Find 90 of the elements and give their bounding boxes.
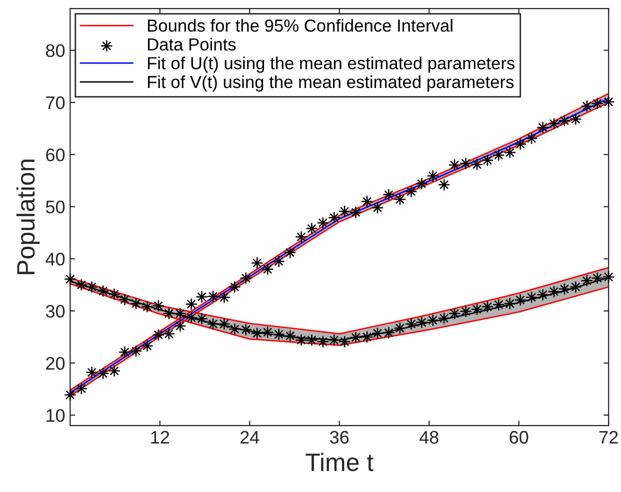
- point: [350, 206, 362, 219]
- y-axis-title: Population: [16, 160, 40, 274]
- point: [492, 298, 505, 311]
- point: [460, 305, 472, 318]
- point: [580, 100, 594, 112]
- point: [96, 367, 110, 380]
- point: [152, 300, 165, 312]
- point: [295, 230, 308, 244]
- point: [580, 274, 594, 287]
- legend-label: Fit of V(t) using the mean estimated parameters: [148, 75, 514, 92]
- point: [328, 211, 340, 224]
- legend-label: Data Points: [148, 38, 236, 51]
- point: [360, 330, 374, 344]
- x-tick-label: 12: [151, 430, 170, 444]
- point: [514, 138, 527, 150]
- point: [130, 344, 142, 358]
- point: [371, 327, 384, 340]
- point: [394, 322, 406, 334]
- point: [350, 331, 362, 344]
- y-tick-label: 70: [46, 96, 65, 110]
- point: [569, 112, 582, 126]
- legend-label: Bounds for the 95% Confidence Interval: [148, 19, 452, 32]
- point: [548, 285, 560, 298]
- point: [602, 270, 615, 284]
- point: [141, 340, 154, 352]
- point: [185, 298, 198, 310]
- point: [460, 157, 472, 170]
- point: [152, 328, 165, 342]
- point: [162, 307, 176, 320]
- point: [272, 255, 285, 268]
- point: [525, 132, 538, 145]
- point: [514, 294, 527, 306]
- point: [338, 205, 351, 218]
- point: [218, 291, 230, 304]
- point: [438, 178, 450, 191]
- point: [504, 297, 516, 310]
- point: [591, 97, 604, 110]
- point: [426, 170, 440, 182]
- x-tick-label: 48: [419, 430, 438, 444]
- point: [492, 148, 505, 162]
- point: [118, 346, 131, 358]
- point: [558, 282, 571, 296]
- point: [404, 185, 418, 198]
- point: [415, 178, 428, 190]
- point: [64, 388, 76, 402]
- y-tick-label: 80: [46, 44, 65, 58]
- point: [602, 96, 615, 108]
- y-tick-label: 20: [46, 356, 65, 370]
- point: [86, 366, 98, 379]
- point: [174, 320, 186, 332]
- legend-label: Fit of U(t) using the mean estimated parameters: [148, 56, 515, 73]
- point: [108, 364, 120, 378]
- point: [228, 280, 241, 294]
- x-tick-label: 36: [330, 430, 349, 444]
- point: [536, 288, 549, 301]
- y-tick-label: 40: [46, 252, 65, 266]
- y-tick-label: 10: [46, 409, 65, 422]
- point: [415, 316, 428, 329]
- point: [426, 314, 440, 326]
- point: [306, 222, 318, 235]
- point: [591, 272, 604, 284]
- point: [438, 312, 450, 324]
- y-tick-label: 60: [46, 148, 65, 162]
- point: [240, 272, 252, 284]
- point: [569, 280, 582, 294]
- point: [162, 328, 176, 340]
- point: [504, 146, 516, 159]
- point: [196, 290, 208, 304]
- point: [448, 158, 461, 172]
- point: [470, 158, 484, 171]
- point: [481, 154, 494, 166]
- x-tick-label: 72: [599, 430, 618, 444]
- point: [206, 290, 220, 302]
- point: [284, 246, 296, 259]
- point: [448, 307, 461, 320]
- x-axis-title: Time t: [306, 452, 374, 472]
- point: [316, 216, 330, 230]
- x-tick-label: 60: [510, 430, 528, 444]
- point: [536, 121, 549, 134]
- point: [75, 382, 88, 395]
- point: [404, 318, 418, 330]
- point: [558, 114, 571, 127]
- y-tick-label: 30: [46, 304, 65, 318]
- point: [548, 118, 560, 130]
- point: [481, 300, 494, 313]
- x-tick-label: 24: [240, 430, 260, 444]
- point: [382, 326, 395, 339]
- point: [470, 303, 484, 316]
- point: [525, 291, 538, 304]
- y-tick-label: 50: [46, 200, 65, 214]
